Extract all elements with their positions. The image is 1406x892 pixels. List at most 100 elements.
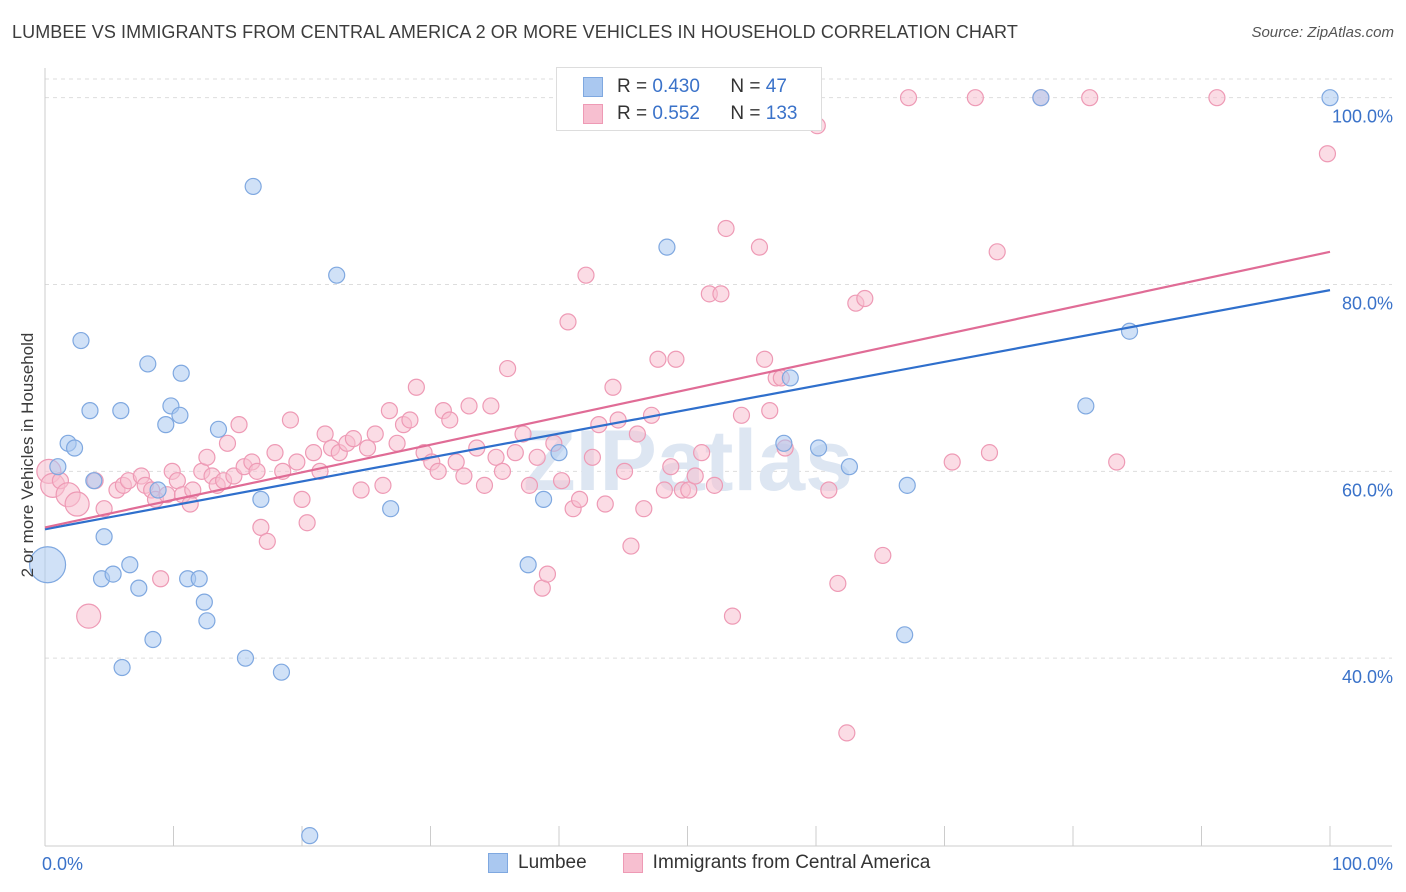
immigrants-point	[988, 243, 1006, 261]
lumbee-point	[550, 444, 568, 462]
immigrants-point	[499, 359, 517, 378]
immigrants-point	[705, 476, 724, 494]
immigrants-point	[429, 462, 447, 480]
lumbee-point	[209, 420, 228, 438]
immigrants-point	[667, 350, 685, 368]
immigrants-point	[577, 266, 595, 284]
immigrants-point	[401, 411, 419, 429]
lumbee-point	[1032, 89, 1050, 107]
gridlines	[45, 78, 1392, 659]
immigrants-swatch	[622, 853, 643, 873]
lumbee-point	[809, 439, 828, 457]
immigrants-point	[717, 219, 735, 238]
immigrants-point	[281, 411, 300, 429]
lumbee-point	[519, 556, 537, 574]
stats-row-lumbee: R = 0.430 N = 47	[557, 73, 787, 101]
lumbee-point	[328, 266, 346, 284]
legend-item-lumbee: Lumbee	[488, 852, 587, 874]
immigrants-point	[76, 603, 102, 629]
lumbee-point	[898, 476, 916, 494]
lumbee-point	[198, 612, 216, 630]
immigrants-point	[152, 570, 170, 588]
lumbee-point	[272, 663, 291, 681]
immigrants-point	[755, 350, 774, 368]
immigrants-point	[980, 444, 999, 462]
axes	[44, 68, 1392, 847]
lumbee-point	[139, 355, 157, 373]
lumbee-point	[172, 364, 190, 382]
immigrants-point	[899, 89, 918, 107]
immigrants-point	[680, 481, 698, 499]
lumbee-point	[28, 546, 67, 584]
immigrants-point	[293, 490, 311, 508]
immigrants-point	[622, 537, 640, 555]
immigrants-point	[538, 565, 557, 583]
immigrants-point	[528, 448, 546, 466]
lumbee-point	[382, 500, 400, 518]
immigrants-point	[366, 425, 384, 443]
y-tick-label: 60.0%	[1342, 480, 1393, 500]
immigrants-point	[218, 434, 237, 452]
immigrants-point	[441, 411, 459, 429]
immigrants-point	[266, 444, 284, 462]
lumbee-point	[72, 331, 90, 350]
lumbee-point	[171, 406, 189, 424]
immigrants-point	[856, 289, 874, 308]
immigrants-point	[966, 89, 984, 107]
lumbee-point	[95, 528, 113, 546]
lumbee-point	[658, 238, 676, 256]
x-tick-label: 0.0%	[42, 854, 83, 874]
lumbee-swatch	[488, 853, 508, 873]
immigrants-point	[820, 481, 838, 499]
immigrants-point	[344, 430, 362, 448]
legend-label: Immigrants from Central America	[652, 852, 931, 873]
lumbee-point	[149, 481, 167, 499]
immigrants-point	[604, 378, 622, 396]
immigrants-point	[482, 397, 500, 415]
immigrants-point	[460, 397, 478, 415]
n-label: N =	[730, 76, 761, 97]
chart-title: LUMBEE VS IMMIGRANTS FROM CENTRAL AMERIC…	[12, 22, 1018, 42]
lumbee-point	[112, 402, 130, 420]
immigrants-point	[838, 724, 856, 742]
immigrants-point	[258, 532, 276, 551]
immigrants-point	[475, 476, 494, 494]
n-value: 133	[765, 103, 798, 124]
immigrants-point	[1318, 145, 1337, 163]
immigrants-point	[388, 434, 406, 452]
lumbee-point	[775, 434, 793, 452]
immigrants-point	[655, 481, 673, 499]
lumbee-point	[236, 649, 255, 667]
immigrants-point	[95, 500, 113, 518]
immigrants-point	[1108, 453, 1126, 471]
immigrants-point	[649, 350, 667, 368]
immigrants-point	[506, 444, 524, 462]
lumbee-point	[190, 570, 208, 588]
immigrants-point	[628, 425, 646, 443]
immigrants-point	[407, 378, 425, 396]
y-tick-label: 40.0%	[1342, 667, 1393, 687]
legend-label: Lumbee	[518, 852, 587, 873]
n-value: 47	[765, 76, 787, 97]
legend-item-immigrants: Immigrants from Central America	[622, 852, 931, 874]
lumbee-point	[252, 490, 270, 508]
immigrants-point	[712, 285, 730, 303]
immigrants-point	[732, 406, 751, 424]
r-value: 0.552	[652, 103, 700, 124]
r-value: 0.430	[652, 76, 700, 97]
immigrants-swatch	[583, 104, 603, 124]
y-axis-label: 2 or more Vehicles in Household	[18, 332, 37, 578]
lumbee-point	[195, 593, 213, 611]
immigrants-point	[374, 476, 392, 494]
immigrants-point	[635, 500, 653, 518]
lumbee-point	[144, 630, 162, 649]
r-label: R =	[617, 76, 648, 97]
r-label: R =	[617, 103, 648, 124]
lumbee-point	[121, 556, 139, 574]
stats-row-immigrants: R = 0.552 N = 133	[557, 100, 797, 128]
immigrants-trend-line	[44, 250, 1331, 529]
lumbee-point	[840, 458, 859, 476]
immigrants-point	[248, 462, 266, 480]
lumbee-point	[130, 579, 148, 597]
